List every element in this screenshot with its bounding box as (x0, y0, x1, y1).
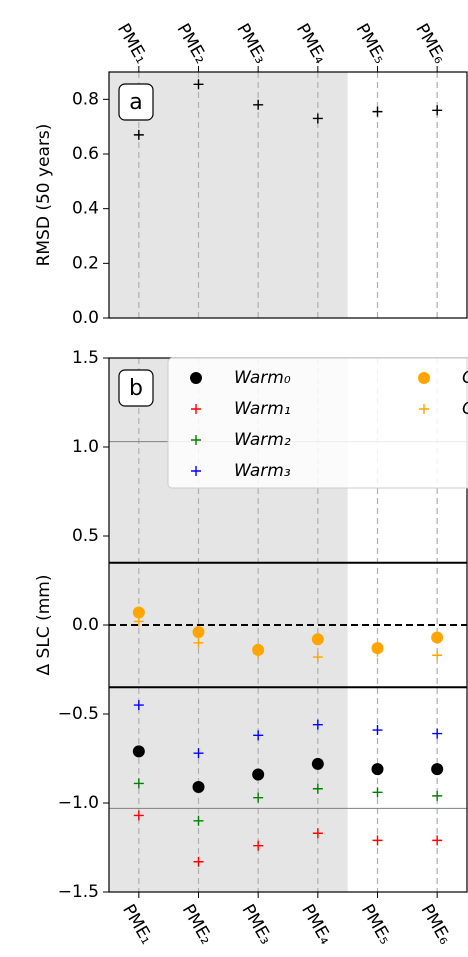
x-tick-label: PME₂ (173, 20, 212, 67)
y-tick-label: 0.2 (72, 253, 99, 273)
data-point (193, 856, 204, 867)
data-point (432, 105, 443, 116)
data-point (431, 763, 444, 776)
panel: 0.0 0.2 0.4 0.6 0.8 PME₁ PME₂ PME₃ PME₄ PME₅ PME₆ R… (34, 20, 468, 328)
panel-label-box (118, 369, 154, 407)
x-tick-label: PME₅ (357, 901, 396, 948)
x-tick-label: PME₁ (118, 901, 157, 948)
data-point (193, 748, 204, 759)
x-tick-label: PME₃ (232, 20, 271, 67)
legend-label: Warm₀ (234, 368, 291, 388)
data-point (252, 768, 265, 781)
data-point (192, 780, 205, 793)
legend-marker (190, 372, 202, 384)
data-point (132, 745, 145, 758)
y-tick-label: 1.0 (72, 437, 99, 457)
data-point (312, 652, 323, 663)
y-axis-label: RMSD (50 years) (34, 124, 54, 267)
data-point (371, 763, 384, 776)
legend-label: Warm₃ (234, 461, 291, 481)
data-point (133, 778, 144, 789)
legend-marker (191, 404, 201, 414)
legend-label: Cold₁ (462, 399, 468, 419)
data-point (253, 730, 264, 741)
data-point (312, 828, 323, 839)
y-axis-label: Δ SLC (mm) (34, 575, 54, 676)
x-tick-label: PME₄ (297, 901, 336, 948)
y-tick-label: −1.0 (58, 793, 99, 813)
data-point (193, 815, 204, 826)
legend-label: Cold₀ (462, 368, 468, 388)
x-tick-label: PME₃ (238, 901, 277, 948)
data-point (193, 637, 204, 648)
data-point (311, 757, 324, 770)
data-point (192, 626, 205, 639)
x-tick-label: PME₄ (292, 20, 331, 67)
data-point (431, 631, 444, 644)
data-point (432, 835, 443, 846)
legend-marker (191, 435, 201, 445)
data-point (133, 700, 144, 711)
data-point (432, 790, 443, 801)
data-point (133, 129, 144, 140)
data-point (253, 840, 264, 851)
x-tick-label: PME₅ (352, 20, 391, 67)
data-point (133, 810, 144, 821)
data-point (372, 646, 383, 657)
data-point (312, 719, 323, 730)
data-point (311, 633, 324, 646)
x-tick-label: PME₆ (417, 901, 456, 948)
data-point (312, 783, 323, 794)
panel-label-box (118, 83, 154, 121)
x-tick-label: PME₁ (113, 20, 152, 67)
data-point (193, 79, 204, 90)
panel-label: b (129, 376, 143, 401)
legend-label: Warm₁ (234, 399, 291, 419)
data-point (132, 606, 145, 619)
y-tick-label: 0.0 (72, 308, 99, 328)
y-tick-label: 0.4 (72, 199, 99, 219)
legend-box (167, 357, 468, 489)
data-point (372, 725, 383, 736)
data-point (432, 650, 443, 661)
data-point (253, 99, 264, 110)
data-point (133, 616, 144, 627)
x-tick-label: PME₆ (411, 20, 450, 67)
y-tick-label: 0.5 (72, 526, 99, 546)
x-tick-label: PME₂ (178, 901, 217, 948)
data-point (253, 648, 264, 659)
y-tick-label: −0.5 (58, 704, 99, 724)
data-point (253, 792, 264, 803)
legend-label: Warm₂ (234, 430, 291, 450)
panel: −1.5 −1.0 −0.5 0.0 0.5 1.0 1.5 PME₁ PME₂ PME₃ PME₄… (34, 348, 468, 948)
data-point (372, 106, 383, 117)
data-point (312, 113, 323, 124)
y-tick-label: 1.5 (72, 348, 99, 368)
panel-label: a (129, 90, 142, 115)
data-point (372, 787, 383, 798)
y-tick-label: 0.0 (72, 615, 99, 635)
legend-marker (191, 466, 201, 476)
data-point (372, 835, 383, 846)
legend-marker (418, 372, 430, 384)
axes-frame (108, 71, 468, 319)
legend-marker (419, 404, 429, 414)
y-tick-label: −1.5 (58, 882, 99, 902)
y-tick-label: 0.8 (72, 89, 99, 109)
y-tick-label: 0.6 (72, 144, 99, 164)
data-point (432, 728, 443, 739)
